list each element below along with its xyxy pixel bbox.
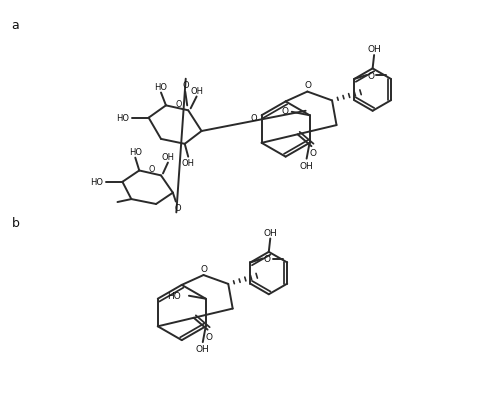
Text: O: O [149, 165, 156, 174]
Text: O: O [175, 203, 182, 212]
Text: O: O [310, 149, 316, 158]
Text: OH: OH [190, 87, 203, 96]
Text: OH: OH [264, 228, 277, 237]
Text: O: O [176, 100, 182, 109]
Text: HO: HO [168, 291, 181, 300]
Text: a: a [12, 18, 20, 31]
Text: O: O [282, 107, 288, 116]
Text: O: O [368, 71, 374, 80]
Text: OH: OH [196, 344, 209, 353]
Text: OH: OH [182, 159, 194, 168]
Text: OH: OH [367, 45, 381, 54]
Text: O: O [206, 332, 212, 341]
Text: O: O [200, 264, 207, 273]
Text: HO: HO [116, 113, 129, 122]
Text: HO: HO [90, 178, 102, 187]
Text: O: O [250, 114, 257, 123]
Text: O: O [304, 81, 312, 90]
Text: O: O [264, 254, 270, 263]
Text: HO: HO [154, 83, 168, 92]
Text: HO: HO [129, 148, 142, 157]
Text: OH: OH [162, 153, 174, 162]
Text: OH: OH [300, 161, 314, 170]
Text: O: O [182, 81, 189, 90]
Text: b: b [12, 217, 20, 230]
